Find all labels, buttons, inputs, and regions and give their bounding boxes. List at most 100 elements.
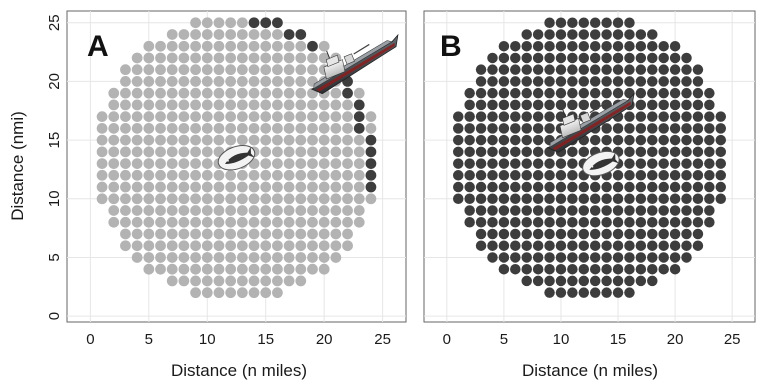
grid-point-dark — [567, 228, 578, 240]
grid-point-dark — [555, 99, 567, 111]
grid-point-dark — [578, 228, 590, 240]
grid-point-dark — [612, 228, 624, 240]
grid-point-dark — [635, 228, 647, 240]
grid-point-light — [307, 205, 318, 216]
grid-point-light — [283, 99, 295, 111]
grid-point-dark — [532, 240, 544, 251]
grid-point-dark — [578, 76, 590, 87]
grid-point-light — [318, 158, 330, 169]
grid-point-dark — [544, 29, 555, 40]
grid-point-dark — [475, 193, 487, 205]
grid-point-light — [201, 240, 213, 252]
grid-point-dark — [475, 158, 487, 169]
x-tick-label: 15 — [610, 331, 627, 348]
grid-point-light — [178, 64, 190, 76]
grid-point-light — [143, 158, 155, 169]
grid-point-dark — [510, 87, 521, 99]
grid-point-light — [201, 263, 213, 275]
grid-point-light — [225, 40, 237, 52]
x-tick-label: 25 — [374, 331, 391, 348]
grid-point-light — [178, 252, 190, 263]
grid-point-light — [166, 263, 178, 275]
grid-point-light — [213, 228, 225, 240]
grid-point-light — [108, 205, 120, 216]
grid-point-dark — [248, 17, 260, 29]
grid-point-dark — [567, 17, 578, 28]
grid-point-light — [307, 146, 318, 158]
grid-point-light — [330, 240, 342, 252]
grid-point-light — [178, 111, 190, 122]
grid-point-light — [295, 64, 307, 76]
grid-point-dark — [647, 228, 658, 240]
grid-point-light — [307, 193, 318, 205]
grid-point-dark — [658, 158, 669, 169]
grid-point-light — [190, 76, 201, 87]
grid-point-light — [318, 134, 330, 146]
grid-point-dark — [647, 134, 658, 146]
grid-point-dark — [567, 99, 578, 111]
grid-point-dark — [521, 181, 532, 193]
grid-point-dark — [498, 263, 510, 275]
grid-point-dark — [578, 181, 590, 193]
grid-point-dark — [681, 181, 692, 193]
grid-point-dark — [532, 146, 544, 158]
grid-point-dark — [589, 134, 601, 146]
grid-point-light — [108, 193, 120, 205]
grid-point-dark — [510, 52, 521, 64]
grid-point-light — [120, 87, 131, 99]
grid-point-dark — [567, 76, 578, 87]
grid-point-light — [272, 29, 283, 40]
grid-point-dark — [521, 123, 532, 134]
grid-point-light — [248, 287, 260, 299]
grid-point-light — [248, 99, 260, 111]
grid-point-dark — [715, 181, 727, 193]
grid-point-light — [96, 158, 108, 169]
grid-point-dark — [567, 158, 578, 169]
grid-point-dark — [601, 252, 612, 263]
grid-point-light — [201, 17, 213, 29]
grid-point-dark — [521, 170, 532, 181]
grid-point-light — [260, 205, 272, 216]
grid-point-dark — [544, 263, 555, 275]
x-tick-label: 0 — [443, 331, 451, 348]
grid-point-light — [330, 205, 342, 216]
grid-point-light — [260, 99, 272, 111]
x-tick-label: 10 — [553, 331, 570, 348]
grid-point-dark — [567, 240, 578, 251]
grid-point-light — [248, 240, 260, 252]
grid-point-light — [342, 205, 353, 216]
grid-point-dark — [510, 99, 521, 111]
grid-point-dark — [692, 99, 704, 111]
grid-point-light — [342, 146, 353, 158]
grid-point-light — [166, 134, 178, 146]
grid-point-light — [236, 17, 248, 29]
grid-point-light — [353, 205, 365, 216]
grid-point-dark — [498, 99, 510, 111]
grid-point-dark — [681, 52, 692, 64]
grid-point-light — [201, 216, 213, 228]
grid-point-dark — [647, 193, 658, 205]
grid-point-light — [108, 146, 120, 158]
grid-point-dark — [521, 40, 532, 52]
grid-point-light — [155, 205, 166, 216]
grid-point-light — [330, 181, 342, 193]
grid-point-dark — [464, 146, 475, 158]
grid-point-dark — [681, 99, 692, 111]
grid-point-dark — [669, 64, 681, 75]
grid-point-light — [155, 99, 166, 111]
grid-point-light — [283, 87, 295, 99]
grid-point-dark — [635, 275, 647, 287]
grid-point-dark — [365, 181, 377, 193]
grid-point-dark — [365, 134, 377, 146]
grid-point-light — [178, 76, 190, 87]
grid-point-light — [190, 275, 201, 287]
grid-point-dark — [635, 111, 647, 122]
grid-point-dark — [612, 64, 624, 75]
grid-point-dark — [647, 181, 658, 193]
grid-point-dark — [681, 76, 692, 87]
grid-point-light — [295, 252, 307, 263]
grid-point-light — [272, 134, 283, 146]
grid-point-dark — [510, 64, 521, 75]
grid-point-dark — [612, 170, 624, 181]
grid-point-light — [248, 205, 260, 216]
